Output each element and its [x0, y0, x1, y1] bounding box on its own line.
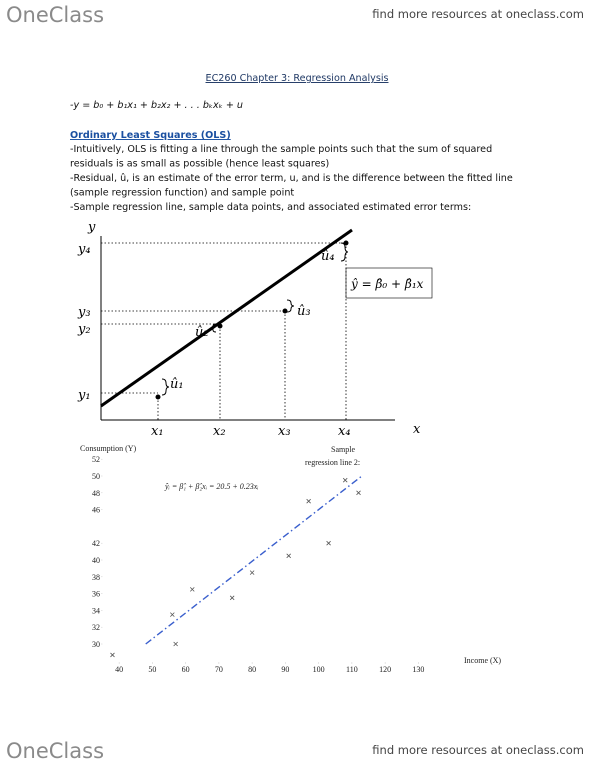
data-point	[173, 641, 178, 647]
y-axis-label: y	[87, 220, 96, 235]
x-tick-label: 80	[248, 665, 256, 674]
y-tick-label: 34	[92, 606, 100, 615]
x-tick-label: 130	[412, 665, 424, 674]
header-link[interactable]: find more resources at oneclass.com	[372, 7, 584, 21]
point	[217, 323, 223, 329]
y-tick-label: 46	[92, 506, 100, 515]
y-axis-label: Consumption (Y)	[80, 444, 137, 453]
y-tick-label: 32	[92, 623, 100, 632]
doc-title: EC260 Chapter 3: Regression Analysis	[206, 73, 389, 84]
data-point	[356, 490, 361, 496]
regression-line	[100, 228, 353, 408]
equation: ŷ = β̂₀ + β̂₁x	[350, 277, 424, 291]
point	[343, 240, 349, 246]
data-point	[170, 612, 175, 617]
paragraph-line: residuals is as small as possible (hence…	[70, 159, 329, 170]
point	[282, 308, 288, 314]
y-label: y₂	[77, 322, 91, 337]
y-tick-label: 38	[92, 573, 100, 582]
y-label: y₃	[77, 305, 91, 320]
logo: OneClass	[6, 3, 104, 27]
footer-link[interactable]: find more resources at oneclass.com	[372, 743, 584, 757]
y-tick-label: 40	[92, 556, 100, 565]
annotation: regression line 2:	[305, 458, 360, 467]
residual-label: û₁	[170, 377, 184, 392]
x-axis-label: x	[413, 422, 421, 437]
regression-line	[145, 475, 363, 645]
annotation: Sample	[331, 445, 355, 454]
paragraph-line: (sample regression function) and sample …	[70, 188, 294, 199]
equation: ŷᵢ = β̂₁ + β̂₂xᵢ = 20.5 + 0.23xᵢ	[164, 482, 259, 491]
residual-label: û₃	[297, 304, 311, 319]
figure1	[100, 228, 433, 421]
x-axis-label: Income (X)	[464, 656, 501, 665]
x-tick-label: 40	[115, 665, 123, 674]
equation-box	[345, 267, 433, 299]
y-tick-label: 36	[92, 590, 100, 599]
model-equation: -y = b₀ + b₁x₁ + b₂x₂ + . . . bₖxₖ + u	[70, 100, 243, 111]
x-tick-label: 60	[182, 665, 190, 674]
paragraph-line: -Residual, û, is an estimate of the erro…	[70, 172, 513, 184]
x-tick-label: 110	[346, 665, 358, 674]
brace	[340, 242, 349, 262]
point	[155, 394, 161, 400]
y-tick-label: 52	[92, 455, 100, 464]
figure2: 30 32 34 36 38 40 42 46 48 50 52 40 50 60 70 80 90 100 110…	[80, 444, 501, 674]
logo: OneClass	[6, 739, 104, 763]
x-tick-label: 120	[379, 665, 391, 674]
x-tick-label: 70	[215, 665, 223, 674]
x-label: x₄	[338, 424, 351, 439]
y-tick-label: 42	[92, 539, 100, 548]
data-point	[249, 570, 255, 575]
data-point	[306, 498, 311, 504]
data-point	[189, 587, 195, 592]
y-label: y₁	[77, 388, 91, 403]
brace	[286, 299, 295, 313]
x-tick-label: 90	[281, 665, 289, 674]
residual-label: û₂	[195, 325, 209, 340]
x-tick-label: 50	[148, 665, 156, 674]
data-point	[326, 540, 331, 546]
paragraph-line: -Sample regression line, sample data poi…	[70, 202, 471, 213]
data-point	[110, 652, 115, 658]
y-tick-label: 30	[92, 640, 100, 649]
data-point	[342, 477, 348, 483]
section-heading: Ordinary Least Squares (OLS)	[70, 130, 231, 141]
data-point	[286, 553, 291, 559]
data-point	[229, 595, 235, 601]
y-tick-label: 48	[92, 489, 100, 498]
x-label: x₃	[278, 424, 291, 439]
brace	[210, 323, 217, 333]
brace	[161, 378, 170, 396]
y-tick-label: 50	[92, 472, 100, 481]
y-label: y₄	[77, 242, 91, 257]
x-label: x₂	[213, 424, 226, 439]
x-label: x₁	[151, 424, 164, 439]
x-tick-label: 100	[313, 665, 325, 674]
residual-label: û₄	[321, 249, 335, 264]
paragraph-line: -Intuitively, OLS is fitting a line thro…	[70, 144, 492, 155]
